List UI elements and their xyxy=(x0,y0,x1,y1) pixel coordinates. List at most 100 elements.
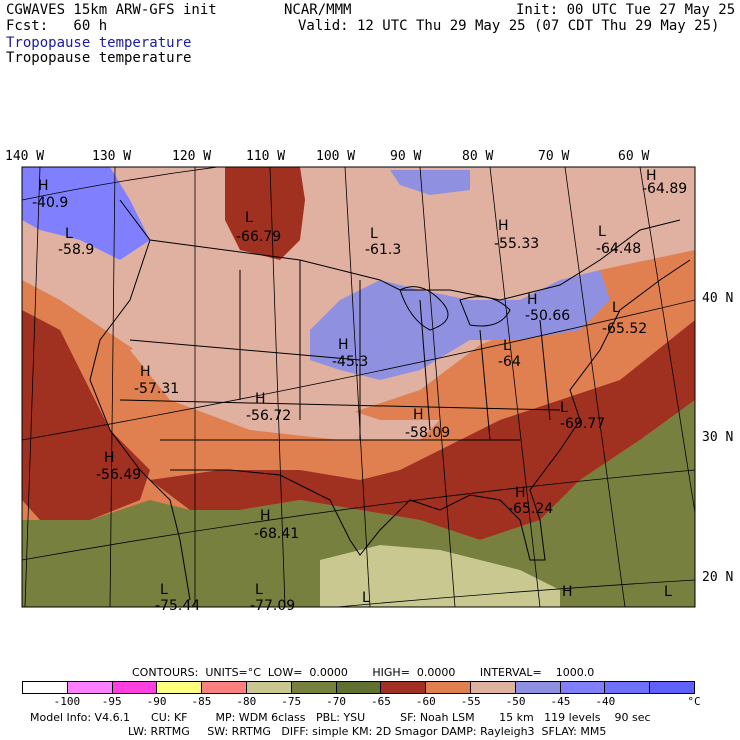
extremum-type: H xyxy=(562,584,573,600)
extremum-type: H xyxy=(413,407,424,423)
extremum-value: -69.77 xyxy=(560,416,605,432)
extremum-value: -61.3 xyxy=(365,242,401,258)
color-bar-label: -95 xyxy=(101,695,122,708)
extremum-type: L xyxy=(664,584,672,600)
tropopause-temperature-map: 140 W 130 W 120 W 110 W 100 W 90 W 80 W … xyxy=(5,149,733,614)
color-bar-cell xyxy=(605,682,651,693)
graticule xyxy=(22,167,695,607)
lon-label: 80 W xyxy=(462,149,493,164)
extremum-type: H xyxy=(104,450,115,466)
lat-label: 40 N xyxy=(702,291,733,306)
extremum-value: -57.31 xyxy=(134,381,179,397)
extremum-type: L xyxy=(612,300,620,316)
extremum-type: L xyxy=(560,400,568,416)
color-bar-cell xyxy=(560,682,606,693)
color-bar-label: -75 xyxy=(281,695,302,708)
extremum-type: L xyxy=(362,590,370,606)
extremum-value: -55.33 xyxy=(494,236,539,252)
extremum-value: -45.3 xyxy=(332,354,368,370)
contours-info: CONTOURS: UNITS=°C LOW= 0.0000 HIGH= 0.0… xyxy=(132,666,595,679)
extremum-value: -64.89 xyxy=(642,181,687,197)
lon-label: 130 W xyxy=(92,149,131,164)
extremum-type: H xyxy=(338,337,349,353)
extremum-value: -50.66 xyxy=(525,308,570,324)
color-bar-cell xyxy=(157,682,203,693)
color-bar-cell xyxy=(515,682,561,693)
color-bar-label: -65 xyxy=(370,695,391,708)
extremum-value: -66.79 xyxy=(236,229,281,245)
color-bar-cell xyxy=(246,682,292,693)
color-bar-label: -90 xyxy=(146,695,167,708)
valid-time: Valid: 12 UTC Thu 29 May 25 (07 CDT Thu … xyxy=(298,18,720,34)
model-info-line2: LW: RRTMG SW: RRTMG DIFF: simple KM: 2D … xyxy=(128,725,607,738)
color-bar-label: -45 xyxy=(550,695,571,708)
extremum-type: H xyxy=(38,178,49,194)
lon-label: 100 W xyxy=(316,149,355,164)
extremum-value: -77.09 xyxy=(250,598,295,614)
color-bar-cell xyxy=(23,682,68,693)
extremum-value: -58.09 xyxy=(405,425,450,441)
lon-label: 120 W xyxy=(172,149,211,164)
color-bar-label: -50 xyxy=(505,695,526,708)
extremum-type: H xyxy=(646,168,657,184)
political-boundaries xyxy=(89,199,691,601)
lon-label: 90 W xyxy=(390,149,421,164)
extremum-value: -65.24 xyxy=(508,501,553,517)
shaded-field xyxy=(22,167,695,607)
color-bar-unit: °C xyxy=(687,695,701,708)
center-label: NCAR/MMM xyxy=(284,2,352,18)
extremum-value: -64 xyxy=(498,354,521,370)
color-bar-label: -70 xyxy=(326,695,346,708)
extremum-value: -56.72 xyxy=(246,408,291,424)
color-bar-cell xyxy=(67,682,113,693)
extremum-value: -65.52 xyxy=(602,321,647,337)
color-bar-label: -40 xyxy=(595,695,616,708)
extremum-value: -68.41 xyxy=(254,526,299,542)
extremum-type: H xyxy=(260,508,271,524)
lat-label: 30 N xyxy=(702,430,733,445)
extremum-type: H xyxy=(255,391,266,407)
lon-label: 60 W xyxy=(618,149,649,164)
color-bar-label: -55 xyxy=(460,695,481,708)
color-bar xyxy=(22,681,695,694)
extremum-type: H xyxy=(140,364,151,380)
map-frame xyxy=(21,166,696,608)
color-bar-cell xyxy=(470,682,516,693)
extremum-type: L xyxy=(370,226,378,242)
extremum-type: H xyxy=(527,292,538,308)
color-bar-label: -100 xyxy=(53,695,81,708)
extrema-labels: H -40.9 L -58.9 L -66.79 L -61.3 H -55.3… xyxy=(32,168,687,614)
model-info-line1: Model Info: V4.6.1 CU: KF MP: WDM 6class… xyxy=(30,711,651,724)
color-bar-label: -80 xyxy=(236,695,257,708)
extremum-type: L xyxy=(160,582,168,598)
extremum-type: L xyxy=(65,226,73,242)
field-title-primary: Tropopause temperature xyxy=(6,35,192,51)
longitude-labels: 140 W 130 W 120 W 110 W 100 W 90 W 80 W … xyxy=(5,149,649,164)
color-bar-cell xyxy=(202,682,247,693)
lat-label: 20 N xyxy=(702,570,733,585)
forecast-hour: Fcst: 60 h xyxy=(6,18,108,34)
color-bar-label: -85 xyxy=(191,695,212,708)
extremum-type: L xyxy=(245,210,253,226)
color-bar-cell xyxy=(650,682,694,693)
field-title-secondary: Tropopause temperature xyxy=(6,50,192,66)
extremum-value: -75.44 xyxy=(155,598,200,614)
latitude-labels: 40 N 30 N 20 N xyxy=(702,291,733,585)
color-bar-cell xyxy=(381,682,427,693)
color-bar-cell xyxy=(336,682,382,693)
extremum-value: -58.9 xyxy=(58,242,94,258)
lon-label: 140 W xyxy=(5,149,44,164)
color-bar-cell xyxy=(291,682,337,693)
init-time: Init: 00 UTC Tue 27 May 25 xyxy=(516,2,736,18)
extremum-type: L xyxy=(255,582,263,598)
color-bar-cell xyxy=(426,682,471,693)
color-bar-cell xyxy=(112,682,158,693)
extremum-value: -64.48 xyxy=(596,241,641,257)
model-title: CGWAVES 15km ARW-GFS init xyxy=(6,2,217,18)
extremum-type: H xyxy=(498,218,509,234)
color-bar-label: -60 xyxy=(415,695,436,708)
extremum-value: -56.49 xyxy=(96,467,141,483)
lon-label: 110 W xyxy=(246,149,285,164)
lon-label: 70 W xyxy=(538,149,569,164)
extremum-value: -40.9 xyxy=(32,195,68,211)
